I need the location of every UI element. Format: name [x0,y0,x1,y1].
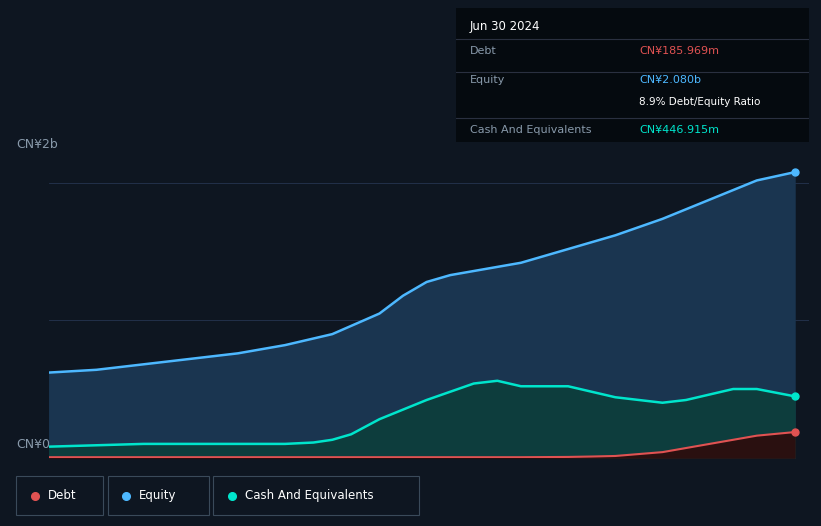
Text: Debt: Debt [470,46,497,56]
FancyBboxPatch shape [213,476,419,515]
Text: Equity: Equity [470,75,505,85]
FancyBboxPatch shape [108,476,209,515]
Text: Cash And Equivalents: Cash And Equivalents [470,125,591,135]
Text: CN¥0: CN¥0 [16,438,50,451]
Text: CN¥2b: CN¥2b [16,138,58,151]
Text: CN¥2.080b: CN¥2.080b [640,75,701,85]
Text: Equity: Equity [139,489,177,502]
FancyBboxPatch shape [16,476,103,515]
Text: Cash And Equivalents: Cash And Equivalents [245,489,374,502]
Text: CN¥185.969m: CN¥185.969m [640,46,719,56]
Text: 8.9% Debt/Equity Ratio: 8.9% Debt/Equity Ratio [640,97,760,107]
Text: Jun 30 2024: Jun 30 2024 [470,20,540,33]
Text: CN¥446.915m: CN¥446.915m [640,125,719,135]
Text: Debt: Debt [48,489,76,502]
